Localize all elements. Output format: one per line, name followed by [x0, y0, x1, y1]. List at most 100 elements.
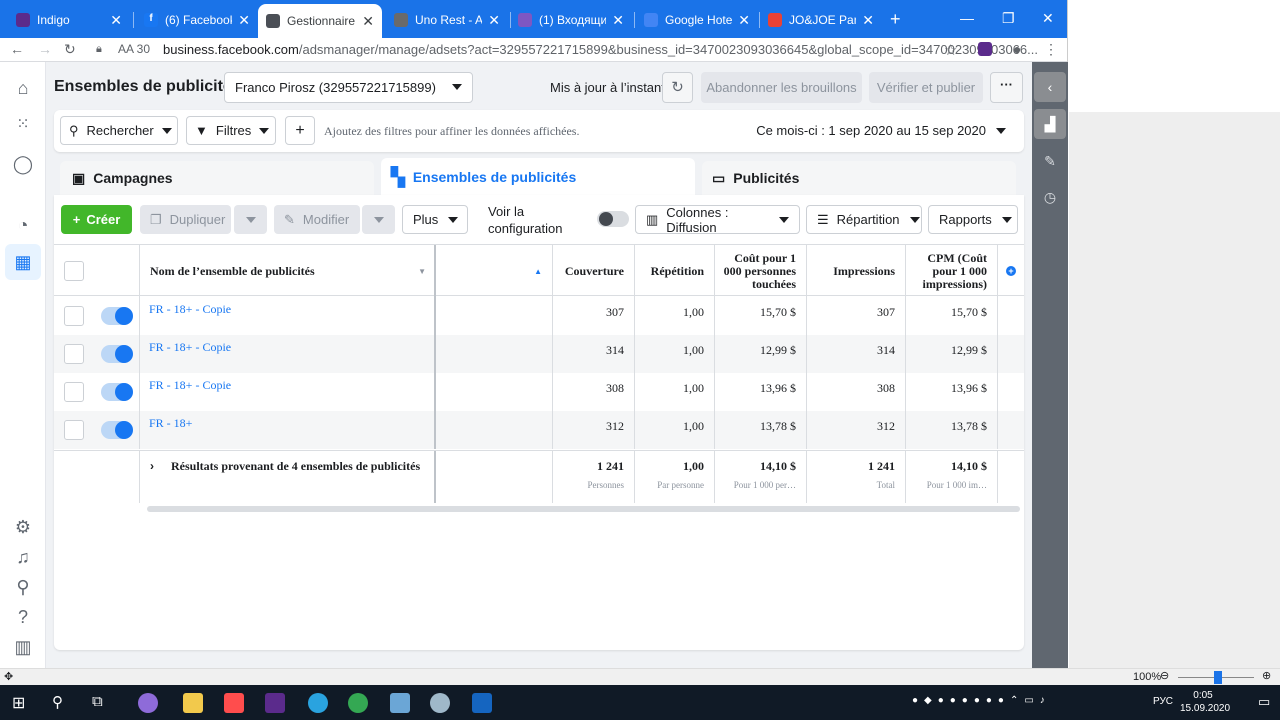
- windows-start-icon[interactable]: ⊞: [12, 695, 26, 712]
- tab-ads[interactable]: ▭ Publicités: [702, 161, 1016, 195]
- row-toggle[interactable]: [101, 383, 133, 401]
- tab-campaigns[interactable]: ▣ Campagnes: [60, 161, 374, 195]
- minimize-icon[interactable]: —: [960, 10, 974, 26]
- panel-toggle-icon[interactable]: ▥: [14, 636, 32, 657]
- view-setup-toggle[interactable]: [597, 211, 629, 227]
- columns-button[interactable]: ▥ Colonnes : Diffusion: [635, 205, 800, 235]
- browser-tab-indigo[interactable]: Indigo ✕: [8, 6, 130, 34]
- adset-name-link[interactable]: FR - 18+ - Copie: [149, 302, 232, 316]
- search-button[interactable]: ⚲ Rechercher: [60, 116, 178, 145]
- apps-grid-icon[interactable]: ⁙: [16, 116, 30, 133]
- row-toggle[interactable]: [101, 345, 133, 363]
- help-icon[interactable]: ?: [17, 606, 28, 627]
- browser-tab-inbox[interactable]: (1) Входящие —✕: [510, 6, 632, 34]
- app-icon[interactable]: [430, 693, 450, 713]
- app-icon[interactable]: [390, 693, 410, 713]
- language-indicator[interactable]: РУС: [1153, 696, 1174, 707]
- column-header-frequency[interactable]: Répétition: [634, 245, 714, 297]
- select-all-checkbox[interactable]: [64, 261, 84, 281]
- search-icon[interactable]: ⚲: [16, 576, 30, 597]
- pencil-icon[interactable]: ✎: [1044, 152, 1056, 169]
- account-icon[interactable]: ●: [1013, 41, 1022, 57]
- extension-icon[interactable]: [978, 42, 992, 56]
- clock[interactable]: 0:05 15.09.2020: [1180, 690, 1231, 714]
- close-window-icon[interactable]: ✕: [1042, 10, 1054, 26]
- row-checkbox[interactable]: [64, 382, 84, 402]
- indigo-icon[interactable]: [265, 693, 285, 713]
- filter-input[interactable]: Ajoutez des filtres pour affiner les don…: [324, 124, 580, 138]
- table-row[interactable]: FR - 18+ - Copie 307 1,00 15,70 $ 307 15…: [54, 297, 1024, 335]
- browser-tab-uno[interactable]: Uno Rest - Accueil✕: [386, 6, 508, 34]
- table-row[interactable]: FR - 18+ - Copie 308 1,00 13,96 $ 308 13…: [54, 373, 1024, 411]
- filters-button[interactable]: ▼ Filtres: [186, 116, 276, 145]
- edit-dropdown[interactable]: [362, 205, 395, 234]
- close-icon[interactable]: ✕: [362, 12, 374, 29]
- forward-icon[interactable]: →: [38, 41, 52, 57]
- adset-name-link[interactable]: FR - 18+ - Copie: [149, 378, 232, 392]
- column-header-name[interactable]: Nom de l’ensemble de publicités ▼: [139, 245, 434, 297]
- close-icon[interactable]: ✕: [612, 11, 624, 28]
- reload-icon[interactable]: ↻: [64, 41, 76, 57]
- row-toggle[interactable]: [101, 421, 133, 439]
- dashboard-icon[interactable]: ◔: [17, 214, 29, 235]
- browser-tab-hotels[interactable]: Google Hotels✕: [636, 6, 758, 34]
- breakdown-button[interactable]: ☰ Répartition: [806, 205, 922, 234]
- more-button[interactable]: ···: [990, 72, 1023, 103]
- duplicate-button[interactable]: ❐ Dupliquer: [140, 205, 231, 234]
- tab-adsets[interactable]: ▚ Ensembles de publicités: [381, 158, 695, 196]
- date-range-selector[interactable]: Ce mois-ci : 1 sep 2020 au 15 sep 2020: [756, 123, 986, 138]
- close-icon[interactable]: ✕: [238, 11, 250, 28]
- back-icon[interactable]: ←: [10, 41, 24, 57]
- row-checkbox[interactable]: [64, 344, 84, 364]
- add-filter-button[interactable]: +: [285, 116, 315, 145]
- column-header-cost[interactable]: Coût pour 1 000 personnes touchées: [714, 245, 806, 297]
- edit-button[interactable]: ✎ Modifier: [274, 205, 360, 234]
- horizontal-scrollbar[interactable]: [147, 506, 1020, 512]
- table-row[interactable]: FR - 18+ 312 1,00 13,78 $ 312 13,78 $: [54, 411, 1024, 449]
- adset-name-link[interactable]: FR - 18+: [149, 416, 193, 430]
- cortana-icon[interactable]: [138, 693, 158, 713]
- star-icon[interactable]: ☆: [944, 42, 958, 59]
- row-toggle[interactable]: [101, 307, 133, 325]
- zoom-in-icon[interactable]: ⊕: [1262, 670, 1272, 682]
- refresh-button[interactable]: ↻: [662, 72, 693, 103]
- column-header-sort[interactable]: ▲: [434, 245, 552, 297]
- account-avatar-icon[interactable]: ◯: [12, 153, 34, 174]
- row-checkbox[interactable]: [64, 306, 84, 326]
- browser-tab-jojoe[interactable]: JO&JOE Paris - Gentilly✕: [760, 6, 882, 34]
- home-icon[interactable]: ⌂: [17, 77, 29, 98]
- notifications-icon[interactable]: ▭: [1258, 694, 1271, 709]
- app-icon[interactable]: [472, 693, 492, 713]
- column-header-impressions[interactable]: Impressions: [806, 245, 905, 297]
- row-checkbox[interactable]: [64, 420, 84, 440]
- file-explorer-icon[interactable]: [183, 693, 203, 713]
- column-header-reach[interactable]: Couverture: [552, 245, 634, 297]
- more-actions-button[interactable]: Plus: [402, 205, 468, 234]
- close-icon[interactable]: ✕: [738, 11, 750, 28]
- discard-drafts-button[interactable]: Abandonner les brouillons: [701, 72, 862, 103]
- reports-button[interactable]: Rapports: [928, 205, 1018, 234]
- maximize-icon[interactable]: ❐: [1002, 10, 1015, 26]
- summary-label[interactable]: › Résultats provenant de 4 ensembles de …: [139, 451, 434, 503]
- browser-tab-adsmanager[interactable]: Gestionnaire de publicité✕: [258, 4, 382, 38]
- settings-icon[interactable]: ⚙: [14, 516, 32, 537]
- table-icon[interactable]: ▦: [5, 244, 41, 280]
- url-field[interactable]: business.facebook.com/adsmanager/manage/…: [163, 42, 1038, 57]
- task-view-icon[interactable]: ⧉: [92, 693, 103, 710]
- adset-name-link[interactable]: FR - 18+ - Copie: [149, 340, 232, 354]
- zoom-slider-handle[interactable]: [1214, 671, 1222, 684]
- collapse-icon[interactable]: ‹: [1034, 72, 1066, 102]
- browser-tab-facebook[interactable]: f (6) Facebook ✕: [136, 6, 258, 34]
- clock-icon[interactable]: ◷: [1043, 188, 1057, 205]
- create-button[interactable]: + Créer: [61, 205, 132, 234]
- table-row[interactable]: FR - 18+ - Copie 314 1,00 12,99 $ 314 12…: [54, 335, 1024, 373]
- close-icon[interactable]: ✕: [110, 11, 122, 28]
- tray-icons[interactable]: ●◆●●●●●●⌃▭♪: [912, 695, 1051, 706]
- duplicate-dropdown[interactable]: [234, 205, 267, 234]
- chrome-icon[interactable]: [348, 693, 368, 713]
- chart-icon[interactable]: ▟: [1034, 109, 1066, 139]
- telegram-icon[interactable]: [308, 693, 328, 713]
- add-column-button[interactable]: +: [997, 245, 1024, 297]
- yandex-icon[interactable]: [224, 693, 244, 713]
- review-publish-button[interactable]: Vérifier et publier: [869, 72, 983, 103]
